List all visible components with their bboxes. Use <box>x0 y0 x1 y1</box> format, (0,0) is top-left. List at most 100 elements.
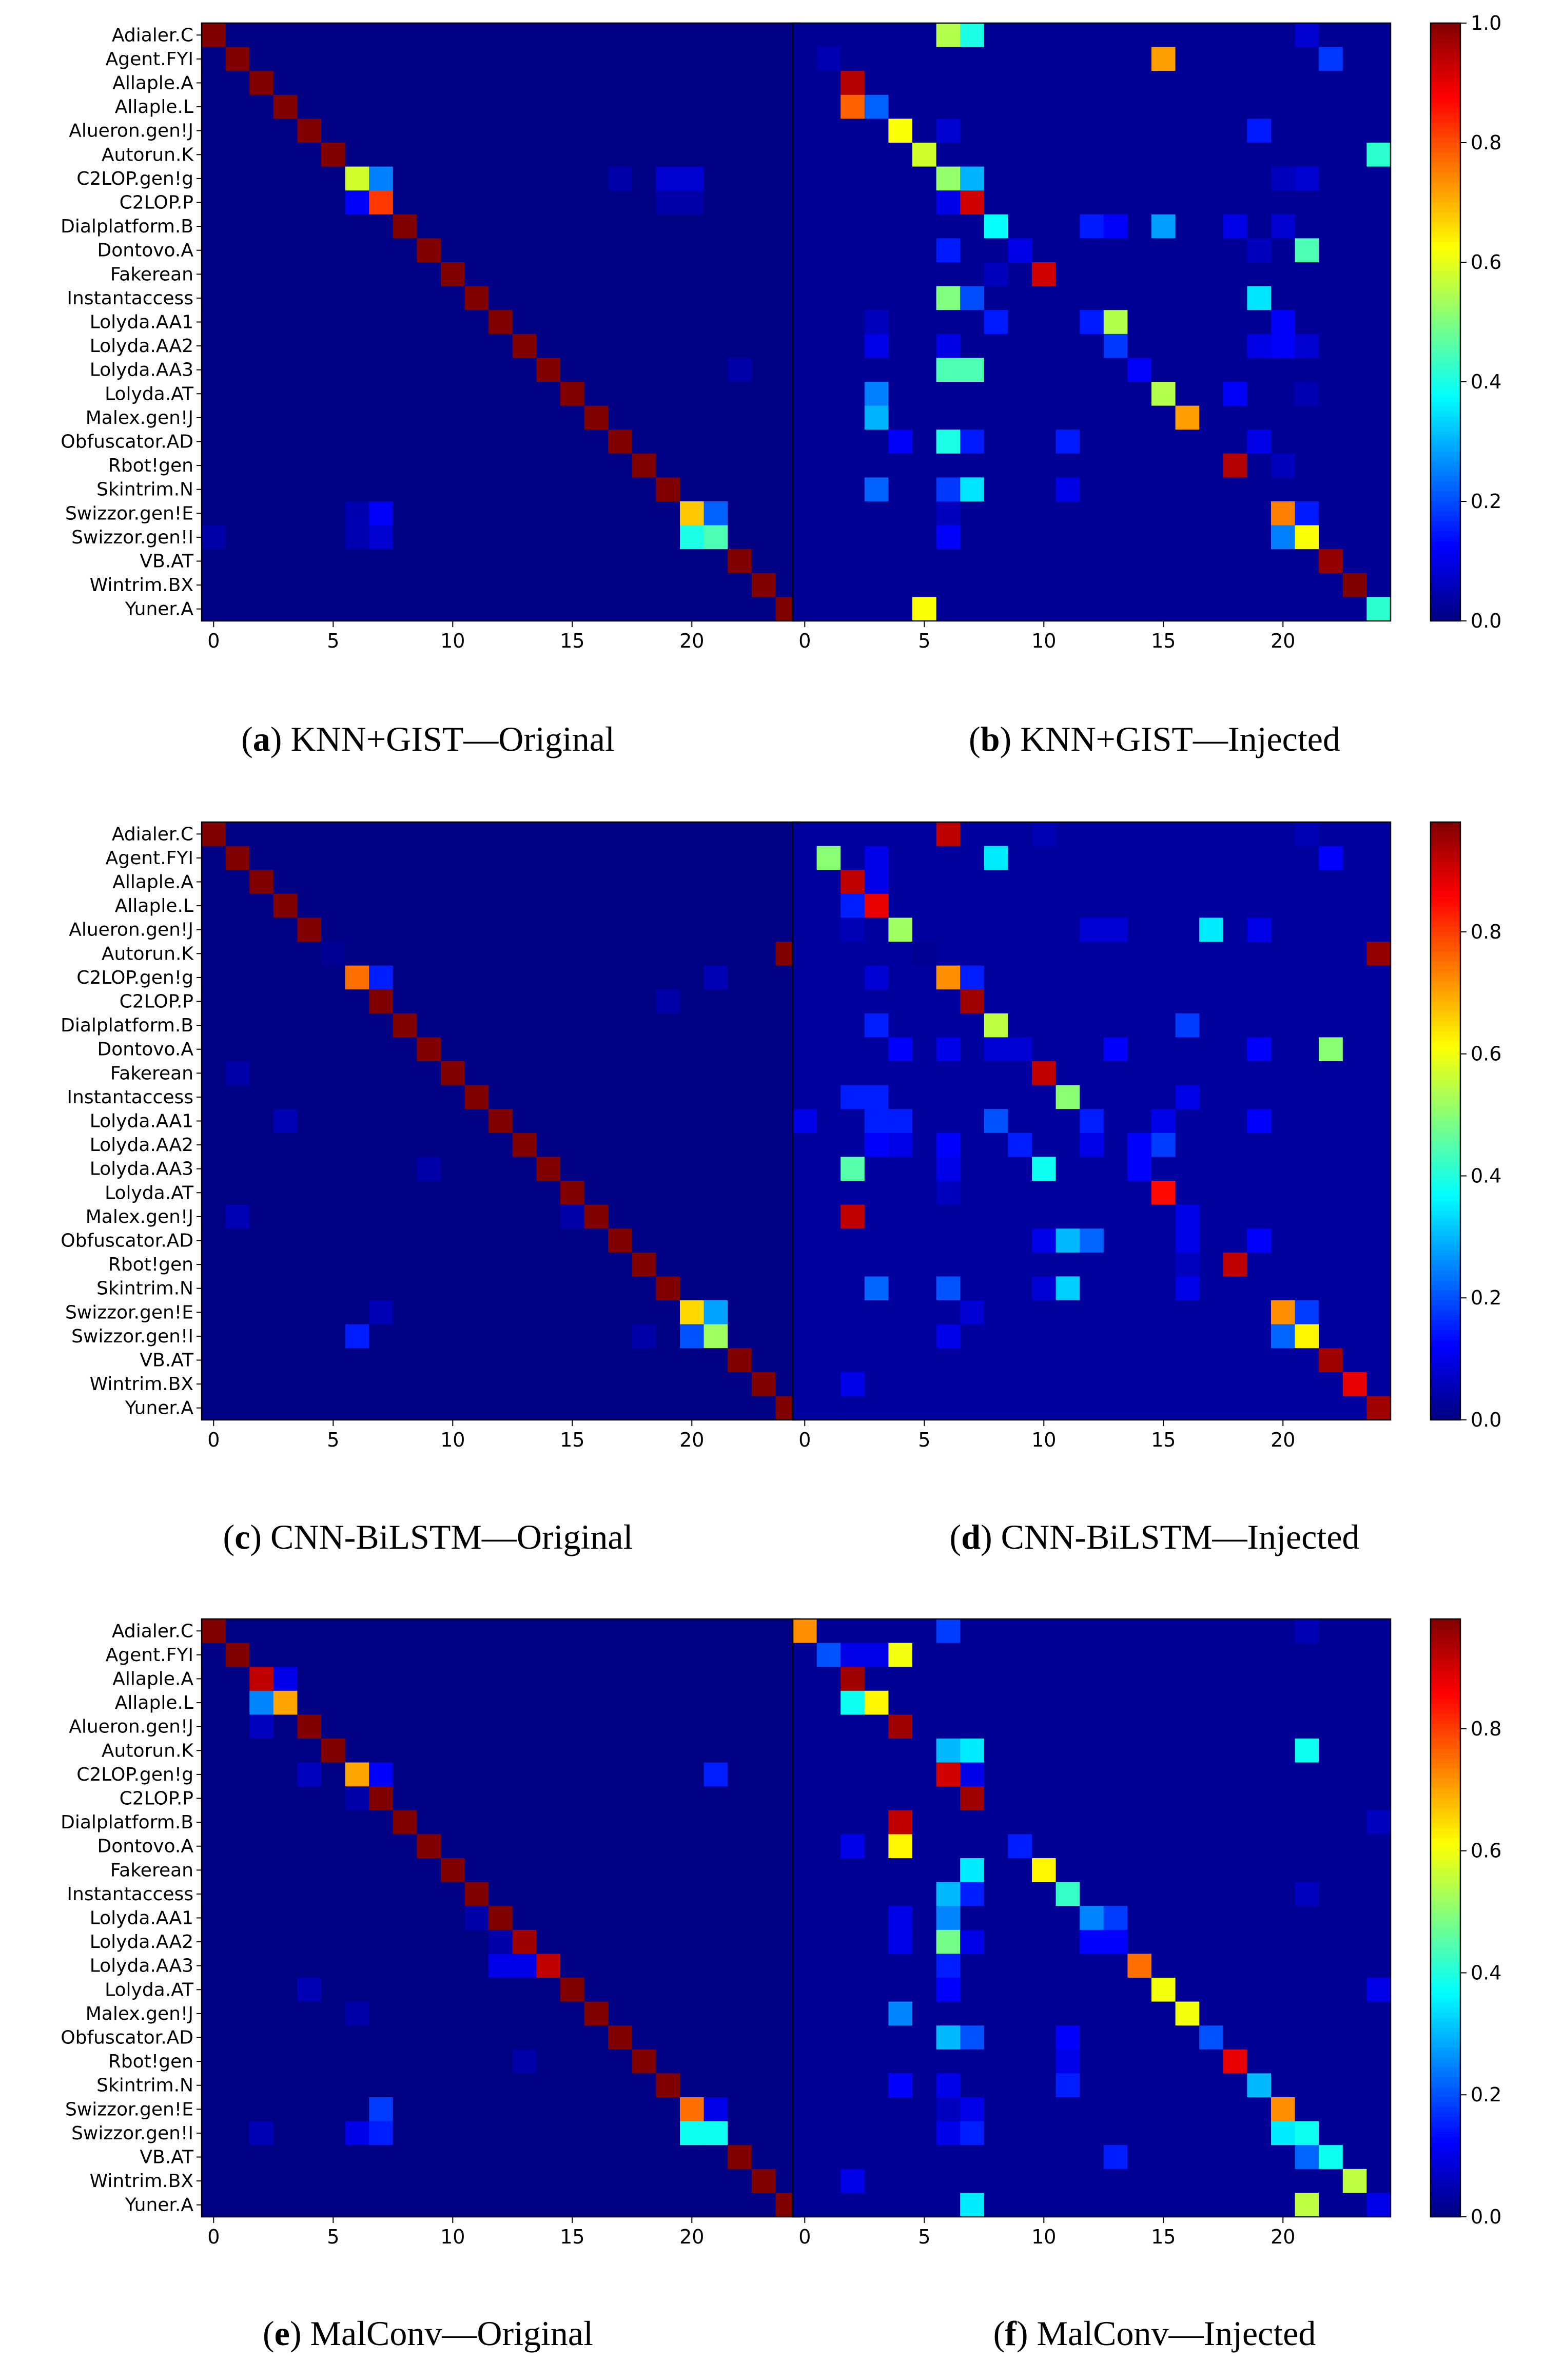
heatmap-d-cell-21-13 <box>1103 1324 1128 1349</box>
heatmap-f-cell-6-21 <box>1295 1762 1319 1787</box>
heatmap-e-cell-12-14 <box>536 1906 561 1930</box>
heatmap-f-cell-11-8 <box>984 1882 1008 1906</box>
heatmap-c-cell-18-7 <box>369 1252 394 1277</box>
heatmap-c-cell-14-15 <box>560 1157 585 1181</box>
heatmap-f-cell-16-9 <box>1008 2001 1032 2026</box>
heatmap-d-cell-19-9 <box>1008 1276 1032 1301</box>
heatmap-f-cell-6-0 <box>793 1762 817 1787</box>
heatmap-c-cell-1-16 <box>584 846 609 870</box>
heatmap-c-cell-15-11 <box>464 1181 489 1205</box>
heatmap-e-cell-0-17 <box>608 1619 633 1644</box>
heatmap-d-cell-10-24 <box>1366 1061 1391 1086</box>
heatmap-e-cell-10-13 <box>512 1858 537 1883</box>
heatmap-e-cell-3-4 <box>297 1690 322 1715</box>
heatmap-d-cell-20-7 <box>960 1300 985 1325</box>
heatmap-a-cell-17-5 <box>321 430 346 454</box>
colorbar-2-segment <box>1431 1853 1460 1859</box>
heatmap-f-cell-13-6 <box>936 1929 961 1954</box>
heatmap-f-cell-8-8 <box>984 1810 1008 1835</box>
colorbar-2-segment <box>1431 1883 1460 1888</box>
heatmap-d-cell-11-23 <box>1342 1085 1367 1109</box>
colorbar-1-segment <box>1431 832 1460 837</box>
heatmap-e-xtick-label: 20 <box>679 2226 704 2248</box>
heatmap-a-cell-21-8 <box>393 525 417 550</box>
heatmap-b-cell-10-24 <box>1366 262 1391 287</box>
heatmap-d-cell-8-13 <box>1103 1013 1128 1038</box>
heatmap-b-cell-2-2 <box>841 71 865 95</box>
heatmap-a-cell-5-12 <box>488 143 513 167</box>
heatmap-a-cell-4-13 <box>512 119 537 143</box>
heatmap-d-cell-22-21 <box>1295 1348 1319 1373</box>
heatmap-c-cell-22-7 <box>369 1348 394 1373</box>
heatmap-e-cell-6-18 <box>632 1762 656 1787</box>
heatmap-d-cell-11-3 <box>864 1085 889 1109</box>
heatmap-d-cell-23-6 <box>936 1372 961 1396</box>
heatmap-d-cell-3-4 <box>888 893 913 918</box>
heatmap-d-cell-2-24 <box>1366 870 1391 894</box>
heatmap-b-cell-10-3 <box>864 262 889 287</box>
heatmap-e-cell-19-2 <box>249 2073 274 2098</box>
heatmap-d-cell-3-19 <box>1247 893 1272 918</box>
heatmap-d-cell-10-16 <box>1175 1061 1200 1086</box>
heatmap-e-cell-1-19 <box>656 1643 680 1667</box>
heatmap-c-cell-19-23 <box>751 1276 776 1301</box>
heatmap-e-row-label: Adialer.C <box>112 1621 193 1642</box>
heatmap-d-cell-1-3 <box>864 846 889 870</box>
heatmap-b-cell-0-15 <box>1151 23 1176 48</box>
heatmap-d-cell-22-10 <box>1032 1348 1057 1373</box>
heatmap-d-cell-3-24 <box>1366 893 1391 918</box>
heatmap-e-cell-10-8 <box>393 1858 417 1883</box>
heatmap-a-cell-10-4 <box>297 262 322 287</box>
heatmap-e-cell-19-23 <box>751 2073 776 2098</box>
colorbar-2-segment <box>1431 2032 1460 2038</box>
heatmap-c-cell-9-0 <box>202 1037 226 1062</box>
heatmap-d-cell-20-10 <box>1032 1300 1057 1325</box>
heatmap-f-cell-18-21 <box>1295 2049 1319 2074</box>
heatmap-c-cell-13-12 <box>488 1133 513 1157</box>
heatmap-b-cell-9-19 <box>1247 238 1272 263</box>
heatmap-a-cell-22-17 <box>608 549 633 574</box>
colorbar-1-segment <box>1431 1141 1460 1146</box>
heatmap-f-cell-18-24 <box>1366 2049 1391 2074</box>
heatmap-a-cell-17-20 <box>680 430 705 454</box>
heatmap-a-cell-14-15 <box>560 358 585 382</box>
heatmap-b-cell-8-18 <box>1223 214 1247 239</box>
heatmap-f-cell-22-20 <box>1271 2145 1296 2170</box>
heatmap-c-row-label: C2LOP.P <box>120 991 193 1012</box>
heatmap-a-cell-4-4 <box>297 119 322 143</box>
heatmap-e-cell-12-17 <box>608 1906 633 1930</box>
heatmap-a-cell-19-20 <box>680 477 705 502</box>
colorbar-2-segment <box>1431 2047 1460 2053</box>
heatmap-e-row-label: Lolyda.AA1 <box>90 1908 193 1929</box>
heatmap-a-cell-18-1 <box>225 453 250 478</box>
heatmap-c-cell-5-13 <box>512 942 537 966</box>
heatmap-d-cell-11-22 <box>1319 1085 1343 1109</box>
heatmap-c-cell-8-19 <box>656 1013 680 1038</box>
heatmap-d-cell-21-22 <box>1319 1324 1343 1349</box>
heatmap-f-cell-15-23 <box>1342 1978 1367 2002</box>
heatmap-b-cell-11-17 <box>1199 286 1224 310</box>
heatmap-e-cell-9-1 <box>225 1834 250 1859</box>
heatmap-c-cell-18-1 <box>225 1252 250 1277</box>
heatmap-b-cell-7-21 <box>1295 190 1319 215</box>
heatmap-c-cell-17-21 <box>703 1228 728 1253</box>
heatmap-e-cell-10-17 <box>608 1858 633 1883</box>
heatmap-b-cell-20-21 <box>1295 501 1319 526</box>
heatmap-f-cell-21-13 <box>1103 2121 1128 2145</box>
heatmap-f-cell-11-17 <box>1199 1882 1224 1906</box>
heatmap-a-cell-3-5 <box>321 94 346 119</box>
heatmap-f-cell-14-11 <box>1056 1954 1080 1978</box>
heatmap-e-cell-0-3 <box>273 1619 298 1644</box>
heatmap-e-cell-4-10 <box>441 1714 465 1739</box>
colorbar-2-segment <box>1431 2137 1460 2142</box>
heatmap-b-cell-12-16 <box>1175 310 1200 335</box>
heatmap-d-cell-24-10 <box>1032 1396 1057 1420</box>
heatmap-f-cell-20-23 <box>1342 2097 1367 2122</box>
heatmap-f-cell-9-4 <box>888 1834 913 1859</box>
heatmap-a-cell-16-6 <box>345 405 369 430</box>
heatmap-c-cell-12-7 <box>369 1109 394 1134</box>
heatmap-d-cell-13-11 <box>1056 1133 1080 1157</box>
heatmap-f-cell-17-15 <box>1151 2025 1176 2050</box>
heatmap-e-row-label: Lolyda.AT <box>105 1979 194 2000</box>
colorbar-1-segment <box>1431 827 1460 833</box>
